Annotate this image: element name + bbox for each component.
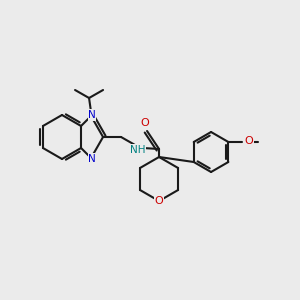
Text: O: O [155,196,164,206]
Text: NH: NH [130,145,146,155]
Text: N: N [88,154,96,164]
Text: O: O [141,118,149,128]
Text: O: O [244,136,253,146]
Text: N: N [88,110,96,120]
